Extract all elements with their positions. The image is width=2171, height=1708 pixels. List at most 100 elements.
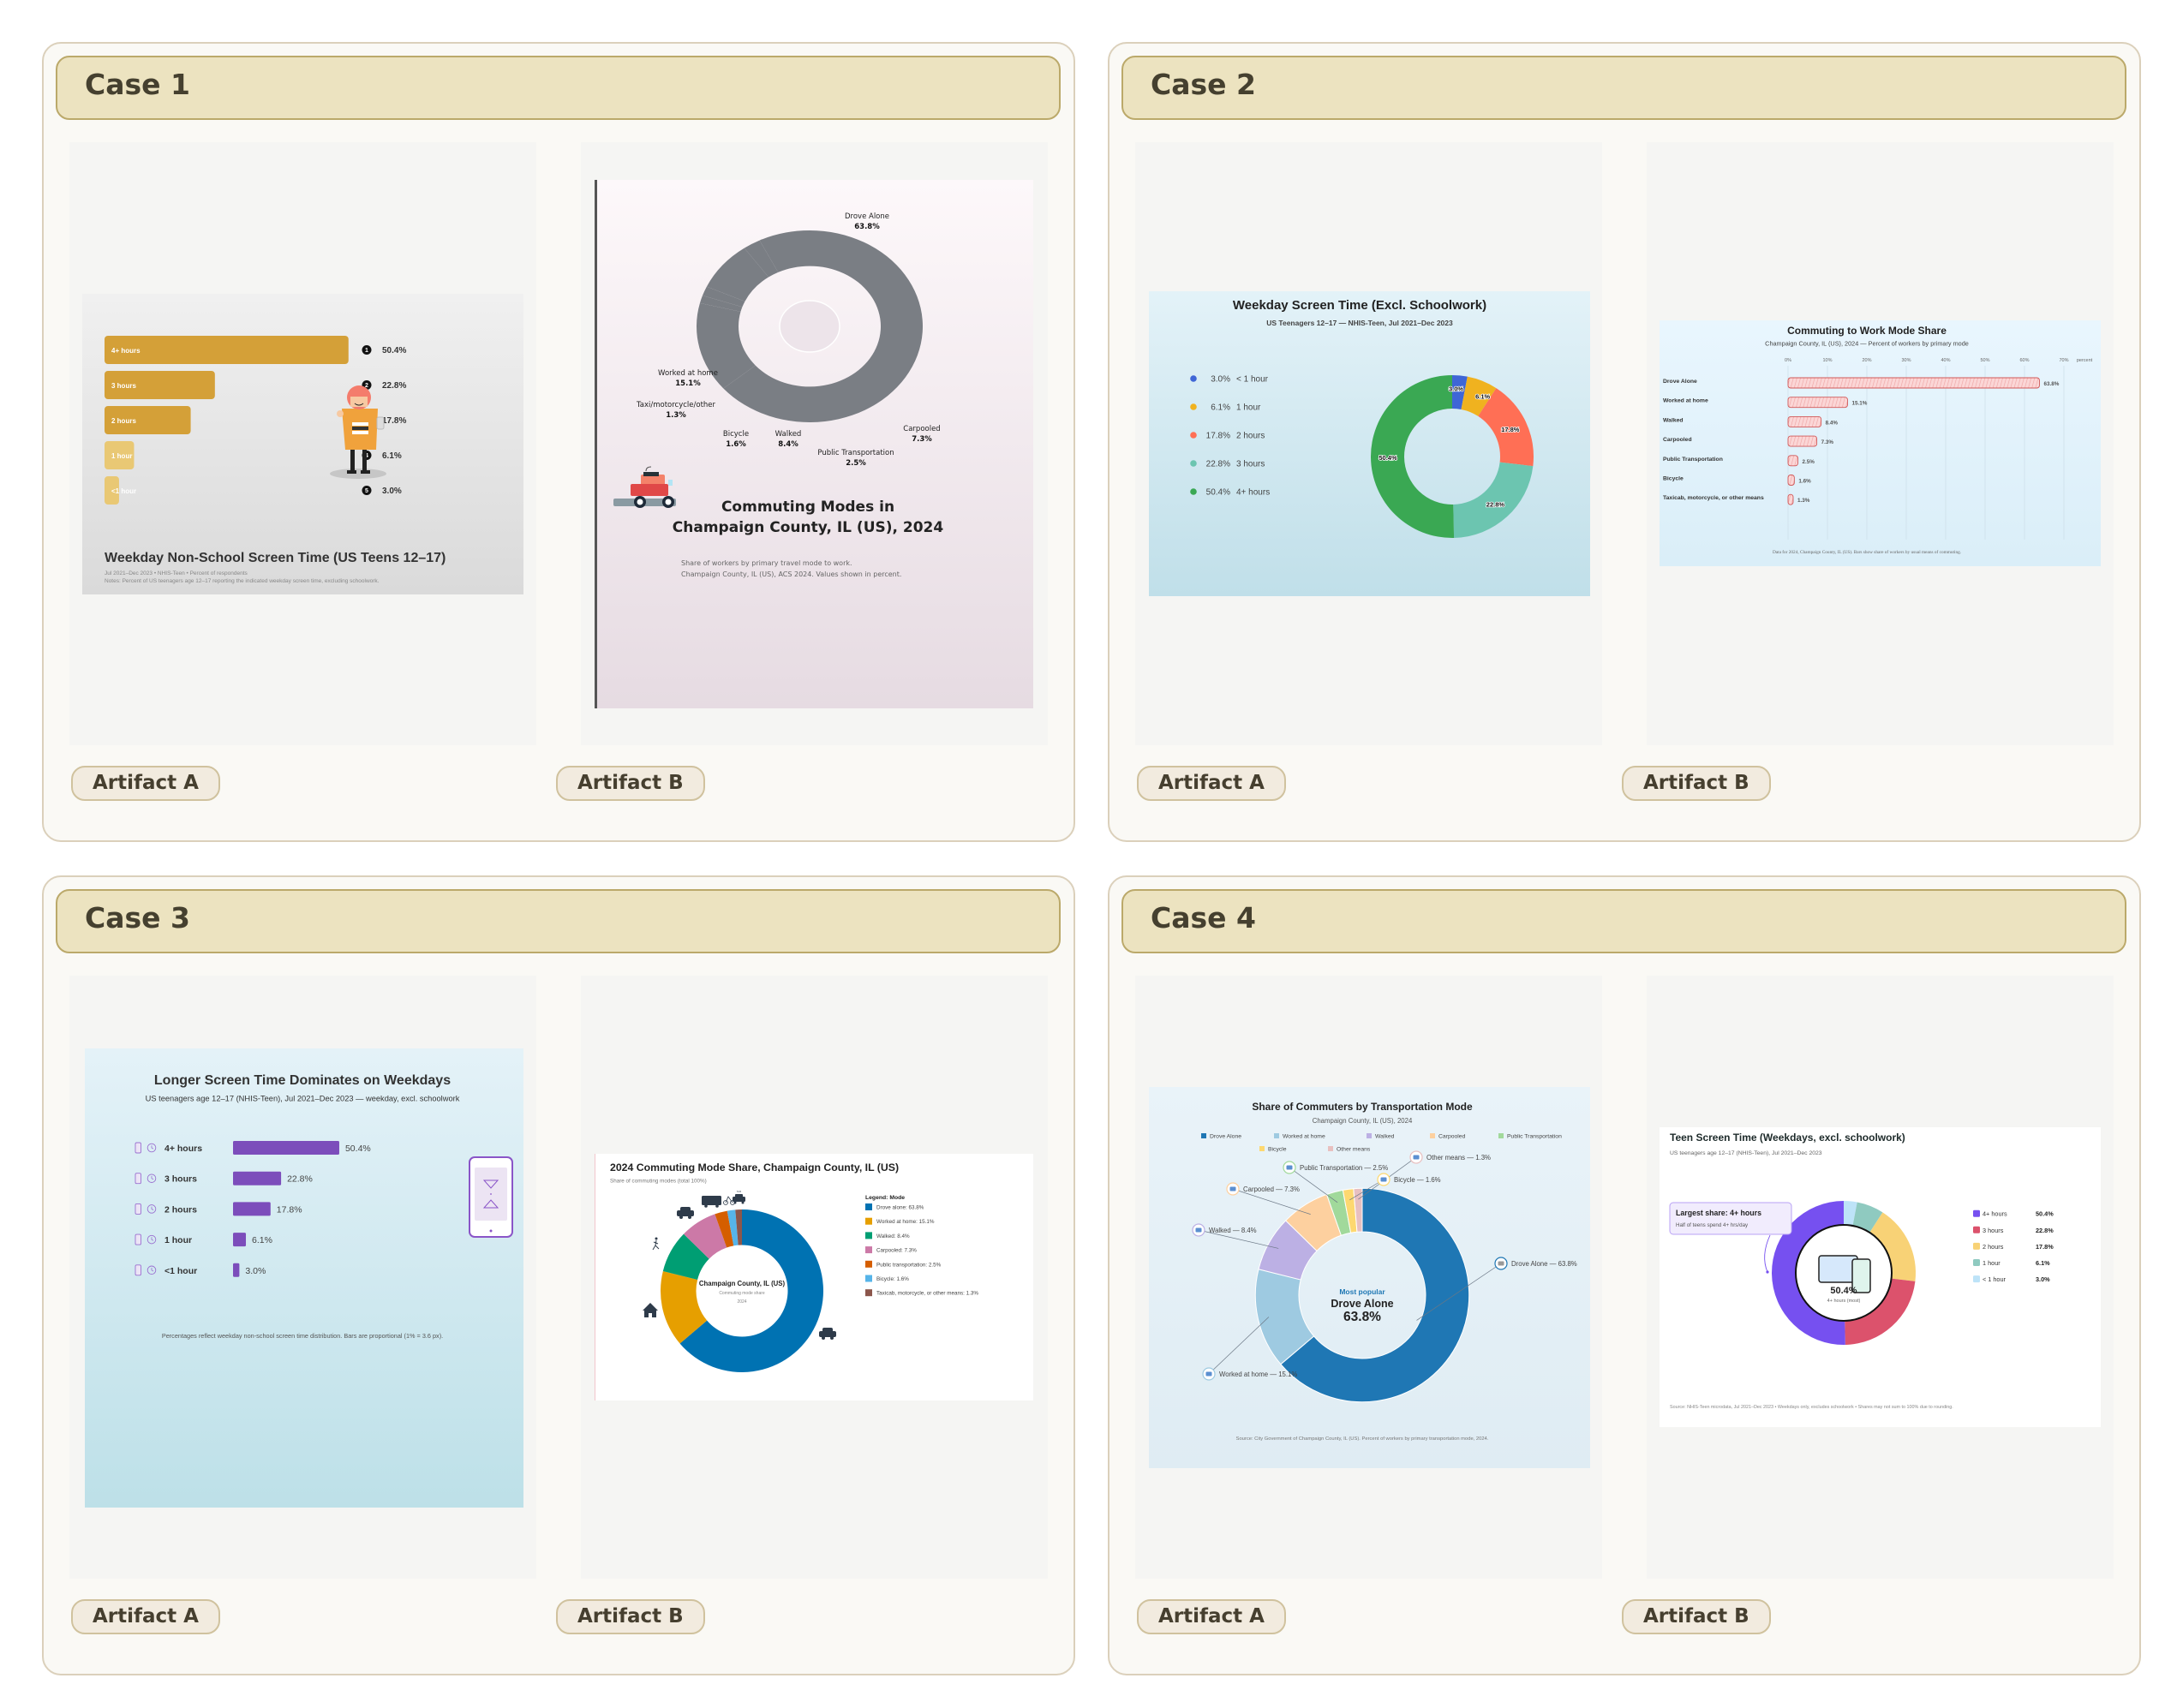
legend-swatch — [1190, 460, 1197, 467]
donut-segment[interactable] — [1845, 1278, 1916, 1345]
donut-segment[interactable] — [1353, 1187, 1363, 1233]
artifact-a-label[interactable]: Artifact A — [71, 1599, 220, 1634]
slice-label: Bicycle — [723, 430, 749, 439]
bar[interactable] — [1787, 377, 2040, 389]
legend-swatch — [1498, 1133, 1504, 1138]
taxi-sign: TAXI — [737, 1190, 742, 1193]
legend-swatch — [1973, 1275, 1980, 1283]
bar[interactable] — [1787, 397, 1848, 409]
donut-segment[interactable] — [735, 1209, 742, 1245]
donut-segment[interactable] — [1844, 1201, 1857, 1226]
legend-label: Carpooled — [1438, 1134, 1466, 1140]
donut-segment[interactable] — [727, 1209, 739, 1246]
artifact-a-label[interactable]: Artifact A — [1137, 1599, 1286, 1634]
case-title: Case 4 — [1151, 901, 1256, 935]
artifact-b-label[interactable]: Artifact B — [556, 766, 705, 801]
donut-segment[interactable] — [661, 1270, 708, 1344]
segment-label: 22.8% — [1486, 501, 1505, 509]
value-label: 6.1% — [252, 1235, 272, 1245]
donut-segment[interactable] — [1453, 462, 1534, 538]
donut-segment[interactable] — [1852, 1202, 1883, 1233]
donut-segment[interactable] — [1478, 388, 1534, 467]
car-icon — [677, 1207, 694, 1219]
chart-source: Source: City Government of Champaign Cou… — [1236, 1436, 1489, 1442]
artifact-b-label[interactable]: Artifact B — [556, 1599, 705, 1634]
slice-value: 2.5% — [846, 459, 866, 468]
donut-segment[interactable] — [715, 1210, 734, 1248]
donut-segment[interactable] — [1461, 376, 1497, 416]
center-year: 2024 — [737, 1299, 746, 1305]
donut-segment[interactable] — [679, 1209, 823, 1372]
legend-swatch — [1190, 403, 1197, 410]
bar[interactable] — [105, 441, 135, 469]
legend-swatch — [1367, 1133, 1372, 1138]
segment-label: 50.4% — [1379, 454, 1397, 462]
bar[interactable] — [105, 406, 191, 434]
callout-leader — [1232, 1188, 1311, 1215]
clock-icon — [147, 1265, 157, 1275]
donut-segment[interactable] — [662, 1233, 709, 1281]
bar[interactable] — [233, 1263, 240, 1277]
callout-label: Worked at home — 15.1% — [1219, 1371, 1297, 1378]
bar[interactable] — [105, 476, 119, 505]
legend-swatch — [1973, 1242, 1980, 1250]
donut-segment[interactable] — [1772, 1201, 1845, 1345]
category-label: Taxicab, motorcycle, or other means — [1663, 495, 1764, 501]
chart-case4-a: Share of Commuters by Transportation Mod… — [1149, 1087, 1590, 1468]
chart-notes: Notes: Percent of US teenagers age 12–17… — [105, 578, 380, 584]
artifact-a-label[interactable]: Artifact A — [71, 766, 220, 801]
donut-center — [779, 300, 840, 353]
donut-segment[interactable] — [702, 286, 745, 308]
artifact-b-label[interactable]: Artifact B — [1622, 1599, 1771, 1634]
chart-case4-b: Teen Screen Time (Weekdays, excl. school… — [1660, 1127, 2101, 1427]
donut-segment[interactable] — [1280, 1187, 1470, 1403]
rank-number: 1 — [365, 348, 368, 354]
artifact-a-label[interactable]: Artifact A — [1137, 766, 1286, 801]
donut-segment[interactable] — [1869, 1212, 1916, 1281]
phone-icon — [135, 1203, 141, 1215]
bar[interactable] — [233, 1171, 282, 1185]
callout-leader — [1289, 1167, 1338, 1203]
center-label: 4+ hours (most) — [1827, 1299, 1861, 1304]
legend-label: < 1 hour — [1236, 375, 1269, 385]
bar[interactable] — [233, 1202, 271, 1216]
bar[interactable] — [105, 371, 215, 399]
bar[interactable] — [233, 1141, 339, 1155]
phone-hourglass-icon — [469, 1156, 513, 1238]
donut-segment[interactable] — [699, 296, 743, 312]
chart-case3-a: Longer Screen Time Dominates on Weekdays… — [85, 1048, 523, 1508]
bar[interactable] — [1787, 493, 1794, 505]
category-label: Bicycle — [1663, 476, 1684, 482]
callout-label: Carpooled — 7.3% — [1243, 1185, 1300, 1193]
chart-background — [1660, 320, 2101, 566]
donut-segment[interactable] — [1371, 375, 1455, 538]
legend-swatch — [865, 1203, 872, 1210]
bar[interactable] — [1787, 475, 1795, 486]
legend-swatch — [1190, 375, 1197, 382]
donut-segment[interactable] — [723, 230, 923, 422]
donut-segment[interactable] — [759, 230, 810, 272]
bar[interactable] — [233, 1233, 247, 1247]
donut-segment[interactable] — [697, 302, 756, 389]
callout-text: Half of teens spend 4+ hrs/day — [1676, 1222, 1749, 1228]
legend-swatch — [1328, 1146, 1333, 1151]
donut-segment[interactable] — [706, 248, 769, 302]
category-label: 4+ hours — [164, 1144, 202, 1154]
legend-label: Worked at home: 15.1% — [876, 1219, 935, 1225]
chart-subtitle: Champaign County, IL (US), ACS 2024. Val… — [681, 570, 901, 578]
artifact-b-label[interactable]: Artifact B — [1622, 766, 1771, 801]
bar[interactable] — [1787, 455, 1798, 467]
donut-segment[interactable] — [683, 1214, 727, 1259]
slice-value: 63.8% — [854, 223, 880, 231]
bar[interactable] — [1787, 415, 1822, 427]
case-header: Case 2 — [1121, 56, 2126, 120]
phone-icon — [135, 1264, 141, 1276]
mode-glyph — [1286, 1165, 1293, 1170]
donut-segment[interactable] — [1452, 375, 1468, 409]
donut-segment[interactable] — [744, 240, 779, 278]
x-tick-label: 20% — [1862, 358, 1871, 363]
car-icon — [819, 1328, 836, 1340]
bar[interactable] — [105, 336, 349, 364]
bar[interactable] — [1787, 435, 1818, 447]
callout-leader — [1198, 1229, 1279, 1249]
